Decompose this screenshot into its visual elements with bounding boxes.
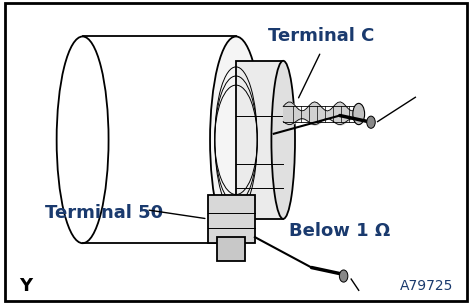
Ellipse shape	[210, 36, 262, 243]
Ellipse shape	[339, 270, 348, 282]
Text: Y: Y	[19, 277, 32, 295]
Text: A79725: A79725	[400, 279, 453, 293]
Text: Terminal C: Terminal C	[268, 27, 374, 46]
Ellipse shape	[353, 103, 364, 125]
FancyBboxPatch shape	[208, 195, 255, 243]
FancyBboxPatch shape	[236, 61, 283, 219]
Text: Terminal 50: Terminal 50	[45, 204, 163, 222]
Ellipse shape	[271, 61, 295, 219]
Ellipse shape	[367, 116, 375, 128]
FancyBboxPatch shape	[217, 237, 245, 261]
Text: Below 1 Ω: Below 1 Ω	[289, 222, 390, 240]
